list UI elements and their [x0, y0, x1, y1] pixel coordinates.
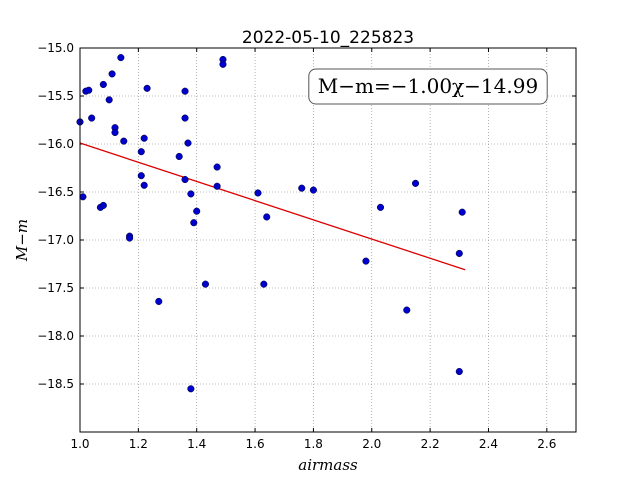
x-tick-label: 1.8: [304, 437, 323, 451]
data-point: [362, 257, 370, 265]
y-axis-label: M−m: [13, 219, 31, 262]
annotation-text: M−m=−1.00χ−14.99: [318, 74, 538, 98]
data-points: [76, 54, 466, 393]
data-point: [181, 87, 189, 95]
data-point: [298, 184, 306, 192]
data-point: [175, 152, 183, 161]
data-point: [403, 306, 411, 314]
x-tick-label: 1.0: [70, 437, 89, 451]
data-point: [126, 234, 134, 242]
chart-title: 2022-05-10_225823: [242, 28, 414, 48]
data-point: [99, 201, 107, 209]
data-point: [99, 80, 107, 89]
data-point: [455, 367, 463, 376]
grid: [79, 47, 576, 432]
data-point: [411, 179, 420, 187]
data-point: [181, 175, 189, 184]
y-tick-label: −16.0: [37, 137, 74, 151]
data-point: [155, 297, 163, 305]
x-tick-label: 2.6: [537, 437, 556, 451]
data-point: [213, 182, 221, 190]
data-point: [108, 70, 116, 78]
data-point: [184, 139, 192, 147]
y-tick-label: −15.0: [37, 41, 74, 55]
y-tick-label: −18.0: [37, 329, 74, 343]
data-point: [105, 96, 113, 104]
data-point: [458, 208, 466, 216]
y-tick-label: −17.0: [37, 233, 74, 247]
y-tick-label: −16.5: [37, 185, 74, 199]
x-tick-label: 1.2: [129, 437, 148, 451]
y-tick-label: −15.5: [37, 89, 74, 103]
data-point: [213, 163, 221, 171]
annotation-box: [308, 68, 548, 105]
x-tick-label: 1.4: [187, 437, 206, 451]
x-tick-label: 1.6: [246, 437, 265, 451]
data-point: [79, 193, 87, 201]
x-tick-label: 2.0: [362, 437, 381, 451]
x-tick-label: 2.2: [421, 437, 440, 451]
data-point: [219, 60, 227, 68]
data-point: [140, 134, 148, 142]
data-point: [120, 137, 128, 145]
data-point: [260, 280, 268, 288]
fit-annotation: M−m=−1.00χ−14.99: [308, 68, 548, 105]
data-point: [187, 190, 195, 198]
fit-line: [79, 142, 466, 271]
fit-line-group: [79, 142, 466, 271]
data-point: [376, 203, 385, 211]
data-point: [193, 207, 201, 215]
plot-frame: [79, 47, 577, 433]
data-point: [309, 186, 317, 194]
data-point: [85, 86, 93, 94]
data-point: [137, 172, 145, 180]
data-point: [187, 385, 195, 393]
data-point: [455, 249, 463, 257]
data-point: [111, 128, 119, 137]
data-point: [181, 114, 189, 122]
y-tick-label: −17.5: [37, 281, 74, 295]
data-point: [263, 213, 271, 221]
data-point: [201, 280, 210, 288]
x-axis-label: airmass: [298, 456, 358, 474]
data-point: [254, 189, 262, 197]
y-tick-label: −18.5: [37, 377, 74, 391]
data-point: [140, 181, 148, 189]
data-point: [117, 54, 125, 62]
data-point: [88, 114, 96, 122]
data-point: [137, 148, 145, 156]
x-tick-label: 2.4: [479, 437, 498, 451]
data-point: [190, 219, 198, 227]
axis-ticks: 1.0 1.2 1.4 1.6 1.8 2.0 2.2 2.4 2.6 −15.0 −15.5 −16…: [37, 41, 576, 451]
data-point: [143, 84, 151, 92]
